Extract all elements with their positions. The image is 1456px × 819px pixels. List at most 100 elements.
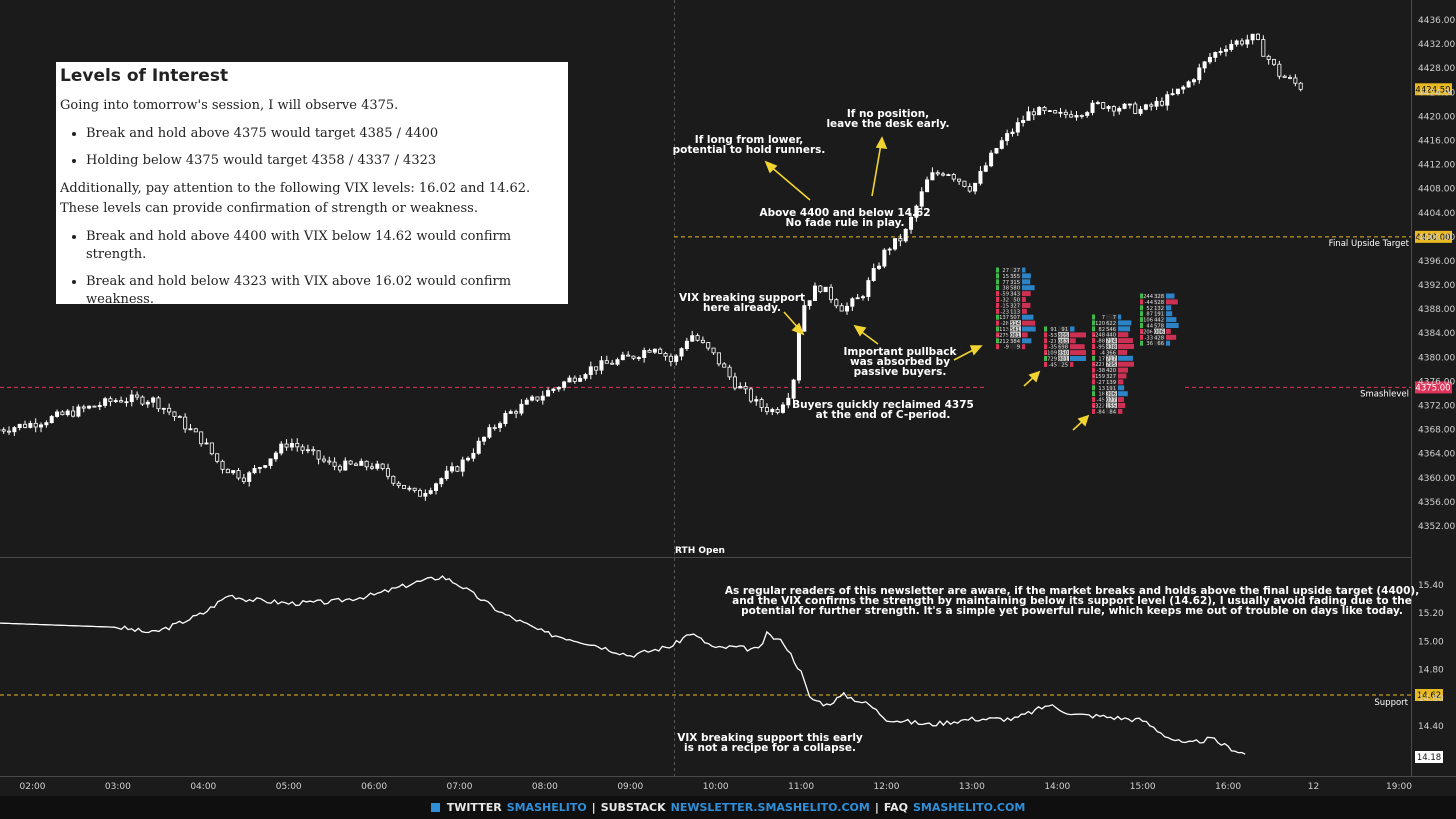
candle-body [1175, 88, 1180, 95]
footprint-delta-bar [1092, 355, 1095, 361]
candle-body [231, 470, 236, 474]
candle-body [567, 377, 572, 383]
candle-body [594, 366, 599, 371]
footprint-volume-bar [1118, 344, 1134, 349]
candle-body [957, 178, 962, 182]
footprint-bid: 77 [1002, 280, 1009, 286]
footprint-volume-bar [1118, 367, 1128, 373]
candle-body [204, 442, 209, 445]
candle-body [732, 376, 737, 389]
footprint-delta-bar [1092, 320, 1095, 326]
note-long-runners-2: potential to hold runners. [673, 144, 826, 156]
candle-body [353, 463, 358, 466]
candle-body [151, 397, 156, 403]
candle-body [935, 172, 940, 175]
candle-body [828, 286, 833, 301]
time-tick-label: 04:00 [190, 782, 216, 792]
candle-body [1154, 100, 1159, 107]
footprint-cell [1010, 296, 1021, 303]
footprint-bid: 18 [1098, 392, 1105, 398]
candle-body [599, 360, 604, 371]
footprint-bid: 17 [1098, 356, 1105, 362]
footprint-bid: 38 [1002, 286, 1009, 292]
footprint-delta-bar [1092, 397, 1095, 403]
candle-body [743, 386, 748, 390]
candle-body [215, 453, 220, 462]
footprint-delta-bar [1140, 305, 1143, 311]
candle-body [690, 335, 695, 342]
candle-body [273, 452, 278, 460]
footprint-delta-bar [1044, 356, 1047, 361]
candle-body [1015, 122, 1020, 133]
time-tick-label: 13:00 [959, 782, 985, 792]
candle-body [396, 482, 401, 486]
candle-body [1037, 107, 1042, 116]
footprint-bid: -53 [1049, 333, 1057, 339]
faq-link[interactable]: SMASHELITO.COM [913, 801, 1026, 814]
footprint-cell [1106, 320, 1117, 326]
footprint-ask: 578 [1154, 324, 1164, 330]
candle-body [1053, 110, 1058, 114]
candle-body [140, 396, 145, 405]
candle-body [311, 449, 316, 452]
footprint-cell [1106, 385, 1117, 391]
candle-body [33, 422, 38, 428]
candle-body [17, 423, 22, 429]
candle-body [460, 459, 465, 472]
footprint-ask: 805 [1058, 333, 1068, 339]
footprint-volume-bar [1022, 326, 1036, 332]
footprint-ask: 366 [1106, 350, 1116, 356]
footprint-ask: 9 [1017, 345, 1020, 351]
arrow-fp1-head [969, 345, 983, 356]
vix-tick-label: 15.00 [1418, 637, 1444, 647]
footprint-delta-bar [996, 332, 999, 338]
candle-body [999, 140, 1004, 149]
price-tick-label: 4392.00 [1418, 281, 1455, 291]
footprint-cell [1058, 332, 1069, 338]
footprint-ask: 442 [1154, 318, 1164, 324]
footprint-ask: 1306 [1103, 392, 1116, 398]
footprint-bid: 729 [1047, 357, 1057, 363]
footprint-bid: 87 [1146, 312, 1153, 318]
candle-body [1, 429, 6, 432]
time-tick-label: 19:00 [1386, 782, 1412, 792]
footprint-bid: 212 [999, 339, 1009, 345]
candle-body [305, 449, 310, 452]
candle-body [476, 440, 481, 454]
candle-body [674, 355, 679, 362]
arrow-fp3-head [1077, 414, 1090, 427]
footprint-bid: -221 [1093, 362, 1105, 368]
footprint-ask: 50 [1013, 298, 1020, 304]
footprint-cell [1010, 302, 1021, 308]
footprint-cell [1106, 408, 1117, 414]
footprint-delta-bar [996, 291, 999, 297]
time-tick-label: 12:00 [874, 782, 900, 792]
footprint-volume-bar [1022, 338, 1032, 344]
candle-body [161, 407, 166, 410]
candle-body [1159, 100, 1164, 106]
note-reclaimed-2: at the end of C-period. [816, 409, 951, 421]
footprint-ask: -850 [1056, 351, 1068, 357]
footprint-volume-bar [1022, 320, 1036, 326]
arrow-long-runners [769, 165, 811, 201]
footprint-bid: -21 [1049, 339, 1057, 345]
footprint-volume-bar [1166, 299, 1178, 305]
candle-body [498, 423, 503, 428]
candle-body [55, 411, 60, 417]
candle-body [770, 409, 775, 413]
candle-body [39, 424, 44, 428]
footprint-bid: 244 [1143, 294, 1154, 300]
footprint-ask: 1541 [1007, 327, 1020, 333]
substack-link[interactable]: NEWSLETTER.SMASHELITO.COM [670, 801, 870, 814]
twitter-link[interactable]: SMASHELITO [506, 801, 587, 814]
candle-body [1298, 82, 1303, 90]
candle-body [508, 411, 513, 414]
note-no-position-1: If no position, [847, 108, 929, 120]
footprint-volume-bar [1022, 332, 1028, 338]
price-tick-label: 4388.00 [1418, 305, 1455, 315]
candle-body [119, 400, 124, 403]
candle-body [850, 298, 855, 307]
candle-body [97, 405, 102, 407]
time-tick-label: 03:00 [105, 782, 131, 792]
footprint-bid: 15 [1002, 274, 1009, 280]
